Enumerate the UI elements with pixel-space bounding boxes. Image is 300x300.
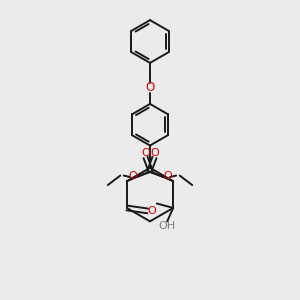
- Text: O: O: [141, 148, 150, 158]
- Text: O: O: [150, 148, 159, 158]
- Text: OH: OH: [159, 221, 176, 231]
- Text: O: O: [147, 206, 156, 216]
- Text: O: O: [146, 81, 154, 94]
- Text: O: O: [128, 171, 137, 181]
- Text: O: O: [163, 171, 172, 181]
